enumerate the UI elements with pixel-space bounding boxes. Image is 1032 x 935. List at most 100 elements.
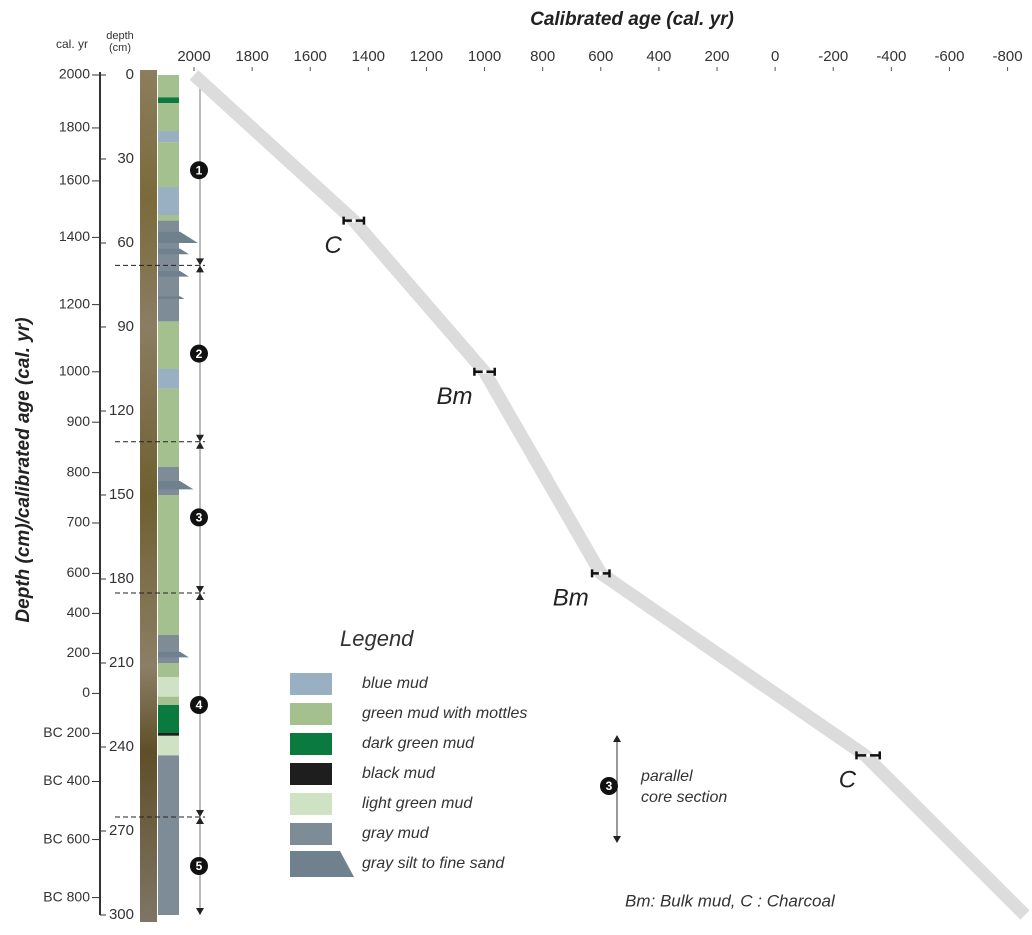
x-tick-label: 2000 bbox=[177, 48, 210, 65]
lithology-layer bbox=[158, 187, 179, 215]
cal-tick-label: 400 bbox=[67, 604, 91, 620]
legend-swatch bbox=[290, 703, 332, 725]
lithology-layer bbox=[158, 495, 179, 635]
section-badge bbox=[600, 777, 618, 795]
depth-axis-label: depth bbox=[106, 30, 134, 42]
depth-tick-label: 120 bbox=[109, 402, 134, 419]
cal-tick-label: 800 bbox=[67, 463, 91, 479]
date-point bbox=[482, 369, 487, 374]
x-tick-label: 1800 bbox=[235, 48, 268, 65]
cal-tick-label: 1000 bbox=[59, 363, 90, 379]
depth-axis-label: (cm) bbox=[109, 42, 131, 54]
date-label: Bm bbox=[437, 383, 473, 410]
x-tick-label: 400 bbox=[646, 48, 671, 65]
lithology-layer bbox=[158, 142, 179, 187]
section-arrow bbox=[196, 593, 204, 600]
lithology-layer bbox=[158, 735, 179, 756]
section-badge bbox=[190, 696, 208, 714]
lithology-layer bbox=[158, 369, 179, 389]
lithology-layer bbox=[158, 75, 179, 98]
section-badge-label: 3 bbox=[606, 779, 613, 793]
section-label: 2 bbox=[196, 347, 203, 361]
section-arrow bbox=[196, 434, 204, 442]
note: Bm: Bulk mud, C : Charcoal bbox=[625, 891, 836, 910]
section-badge bbox=[190, 161, 208, 180]
lithology-silt bbox=[158, 231, 198, 243]
date-point bbox=[866, 753, 871, 758]
parallel-text: core section bbox=[641, 789, 727, 806]
depth-tick-label: 60 bbox=[117, 234, 134, 251]
x-tick-label: 200 bbox=[704, 48, 729, 65]
legend-label: light green mud bbox=[362, 795, 473, 812]
legend-swatch bbox=[290, 793, 332, 815]
lithology-silt bbox=[158, 651, 189, 658]
cal-tick-label: 2000 bbox=[59, 66, 90, 82]
cal-tick-label: 600 bbox=[67, 564, 91, 580]
depth-tick-label: 90 bbox=[117, 318, 134, 335]
cal-tick-label: 1600 bbox=[59, 172, 90, 188]
cal-tick-label: BC 400 bbox=[43, 772, 90, 788]
lithology-layer bbox=[158, 388, 179, 467]
core-photo bbox=[140, 70, 157, 922]
legend-label: gray mud bbox=[362, 825, 430, 842]
legend-label: dark green mud bbox=[362, 735, 475, 752]
lithology-layer bbox=[158, 103, 179, 131]
depth-tick-label: 0 bbox=[126, 66, 134, 83]
depth-tick-label: 240 bbox=[109, 738, 134, 755]
section-arrow bbox=[196, 586, 204, 593]
legend-swatch bbox=[290, 673, 332, 695]
x-tick-label: 1400 bbox=[352, 48, 385, 65]
cal-axis-label: cal. yr bbox=[56, 37, 88, 51]
x-tick-label: 600 bbox=[588, 48, 613, 65]
legend-swatch bbox=[290, 733, 332, 755]
x-tick-label: -400 bbox=[876, 48, 906, 65]
x-tick-label: 0 bbox=[771, 48, 779, 65]
lithology-layer bbox=[158, 755, 179, 915]
depth-tick-label: 300 bbox=[109, 906, 134, 923]
legend-title: Legend bbox=[340, 626, 414, 651]
date-point bbox=[351, 218, 356, 223]
legend-swatch bbox=[290, 851, 354, 877]
lithology-layer bbox=[158, 131, 179, 143]
depth-tick-label: 210 bbox=[109, 654, 134, 671]
x-tick-label: 800 bbox=[530, 48, 555, 65]
legend-label: blue mud bbox=[362, 675, 429, 692]
depth-tick-label: 180 bbox=[109, 570, 134, 587]
section-label: 4 bbox=[196, 698, 203, 712]
cal-tick-label: 900 bbox=[67, 413, 91, 429]
lithology-layer bbox=[158, 97, 179, 103]
depth-tick-label: 270 bbox=[109, 822, 134, 839]
x-tick-label: -800 bbox=[993, 48, 1023, 65]
x-tick-label: 1600 bbox=[294, 48, 327, 65]
cal-tick-label: 0 bbox=[82, 684, 90, 700]
cal-tick-label: 1400 bbox=[59, 228, 90, 244]
lithology-layer bbox=[158, 696, 179, 705]
cal-tick-label: 1200 bbox=[59, 295, 90, 311]
cal-tick-label: 1800 bbox=[59, 119, 90, 135]
x-tick-label: -600 bbox=[934, 48, 964, 65]
depth-tick-label: 150 bbox=[109, 486, 134, 503]
section-arrow bbox=[196, 817, 204, 824]
x-tick-label: 1200 bbox=[410, 48, 443, 65]
legend-label: black mud bbox=[362, 765, 436, 782]
lithology-layer bbox=[158, 705, 179, 733]
section-badge bbox=[190, 508, 208, 527]
cal-tick-label: BC 600 bbox=[43, 830, 90, 846]
section-label: 5 bbox=[196, 859, 203, 873]
cal-tick-label: 700 bbox=[67, 514, 91, 530]
date-label: C bbox=[324, 232, 342, 259]
chart-title: Calibrated age (cal. yr) bbox=[530, 9, 734, 30]
lithology-silt bbox=[158, 248, 189, 255]
depth-tick-label: 30 bbox=[117, 150, 134, 167]
lithology-layer bbox=[158, 635, 179, 663]
cal-tick-label: BC 800 bbox=[43, 888, 90, 904]
y-title: Depth (cm)/calibrated age (cal. yr) bbox=[13, 317, 34, 622]
x-tick-label: -200 bbox=[818, 48, 848, 65]
legend-swatch bbox=[290, 823, 332, 845]
legend-label: gray silt to fine sand bbox=[362, 855, 505, 872]
section-arrow bbox=[196, 908, 204, 915]
section-arrow bbox=[196, 265, 204, 273]
lithology-layer bbox=[158, 677, 179, 697]
lithology-layer bbox=[158, 733, 179, 736]
